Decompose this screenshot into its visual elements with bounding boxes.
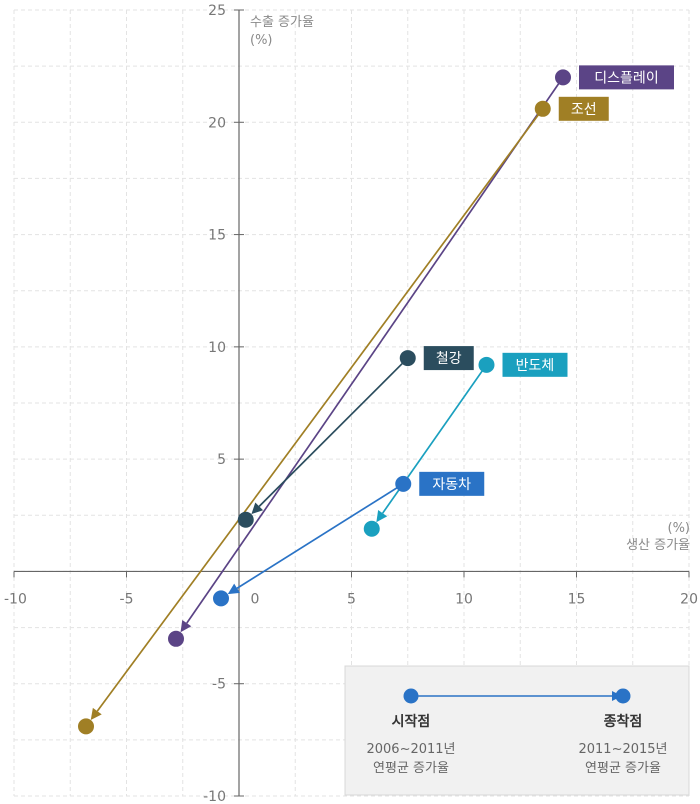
x-tick-label: -5: [120, 591, 134, 607]
series-label: 자동차: [419, 471, 485, 496]
tick-labels: -10 -5 0 5 10 15 20 -10 -5 5 10 15 20 25: [4, 3, 698, 804]
series-label-box: [423, 346, 474, 371]
start-point-marker: [395, 475, 412, 492]
series-arrow-head: [90, 707, 102, 720]
series-arrow-line: [258, 357, 409, 507]
series-디스플레이: 디스플레이: [168, 65, 674, 647]
axis-label-line: (%): [250, 33, 273, 48]
y-tick-label: 10: [208, 340, 226, 356]
y-tick-label: 25: [208, 3, 226, 19]
series-arrow-line: [236, 483, 404, 589]
legend-start-marker: [403, 688, 419, 704]
series-label: 철강: [423, 346, 474, 371]
legend-end-marker: [615, 688, 631, 704]
x-tick-label: 5: [347, 591, 356, 607]
series-조선: 조선: [78, 96, 609, 735]
end-point-marker: [237, 511, 254, 528]
series-label-box: [558, 96, 609, 121]
start-point-marker: [555, 69, 571, 86]
start-point-marker: [399, 350, 416, 367]
x-tick-label: 10: [455, 591, 473, 607]
axis-titles: 수출 증가율 (%) (%) 생산 증가율: [250, 15, 690, 553]
y-tick-label: 15: [208, 228, 226, 244]
axis-label-line: 수출 증가율: [250, 15, 314, 30]
series-label-text: 조선: [571, 102, 597, 118]
legend-end-label: 종착점: [604, 713, 643, 730]
series-arrow-head: [376, 510, 388, 523]
series-반도체: 반도체: [363, 352, 568, 537]
x-tick-label: 20: [680, 591, 698, 607]
axis-label-line: (%): [668, 521, 691, 536]
end-point-marker: [78, 718, 94, 735]
legend: 시작점 2006~2011년 연평균 증가율 종착점 2011~2015년 연평…: [344, 665, 690, 796]
legend-box: [344, 665, 690, 796]
start-point-marker: [478, 356, 495, 373]
series-label-text: 디스플레이: [594, 70, 658, 86]
legend-start-period: 2006~2011년: [366, 742, 455, 757]
start-point-marker: [534, 100, 551, 117]
series-label-text: 철강: [436, 351, 462, 367]
x-tick-label: 0: [251, 591, 260, 607]
legend-start-desc: 연평균 증가율: [373, 761, 449, 776]
series-arrow-head: [251, 502, 264, 515]
end-point-marker: [213, 590, 229, 607]
axes: [13, 9, 690, 797]
y-axis-label: 수출 증가율 (%): [250, 15, 314, 48]
series-자동차: 자동차: [213, 471, 485, 607]
series-label: 조선: [558, 96, 609, 121]
series-철강: 철강: [237, 346, 474, 528]
series-arrow-head: [227, 583, 241, 595]
axis-label-line: 생산 증가율: [626, 538, 690, 553]
series-arrow-head: [180, 620, 192, 633]
legend-end-period: 2011~2015년: [578, 742, 667, 757]
end-point-marker: [168, 630, 184, 647]
series-label: 디스플레이: [579, 65, 674, 90]
y-tick-label: 5: [217, 452, 226, 468]
series-label-text: 반도체: [516, 358, 555, 374]
x-tick-label: 15: [568, 591, 586, 607]
series-label-box: [419, 471, 485, 496]
series-label-box: [579, 65, 674, 90]
series-arrow-line: [186, 76, 564, 624]
y-tick-label: -10: [203, 789, 226, 804]
legend-start-label: 시작점: [392, 713, 431, 730]
legend-end-desc: 연평균 증가율: [585, 761, 661, 776]
series-label-box: [502, 352, 568, 377]
end-point-marker: [363, 520, 380, 537]
series-label-text: 자동차: [432, 477, 471, 493]
series-label: 반도체: [502, 352, 568, 377]
x-axis-label: (%) 생산 증가율: [626, 521, 690, 553]
y-tick-label: 20: [208, 115, 226, 131]
y-tick-label: -5: [212, 677, 226, 693]
x-tick-label: -10: [4, 591, 27, 607]
series-arrow-line: [96, 108, 544, 712]
